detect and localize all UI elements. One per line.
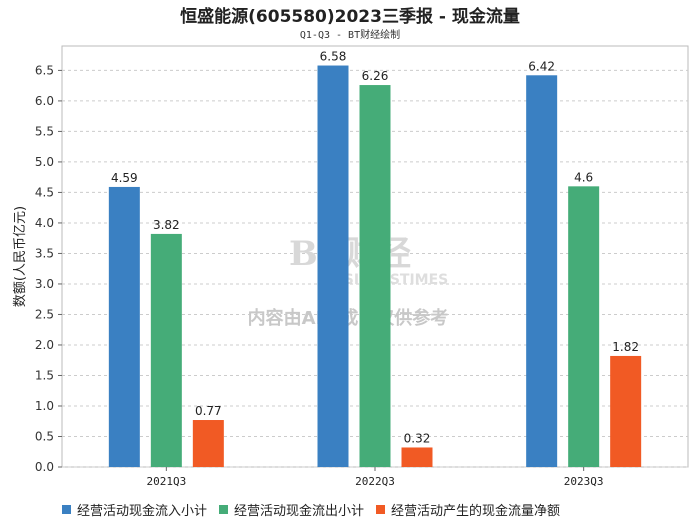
y-tick-label: 5.5 — [35, 124, 54, 138]
y-tick-label: 3.0 — [35, 277, 54, 291]
watermark-brand: BT财经 — [289, 234, 411, 274]
y-tick-label: 2.5 — [35, 307, 54, 321]
chart-subtitle: Q1-Q3 - BT财经绘制 — [299, 30, 401, 41]
bar — [317, 65, 349, 468]
y-tick-label: 2.0 — [35, 338, 54, 352]
bar — [526, 75, 558, 467]
y-tick-label: 6.0 — [35, 94, 54, 108]
legend-item-outflow: 经营活动现金流出小计 — [219, 500, 364, 519]
bar — [150, 233, 182, 467]
legend-label-outflow: 经营活动现金流出小计 — [234, 504, 365, 519]
bar-value-label: 6.26 — [362, 69, 389, 83]
bar — [401, 447, 433, 467]
x-tick-label: 2022Q3 — [355, 475, 395, 488]
bar — [568, 186, 600, 468]
bar — [610, 355, 642, 467]
y-tick-label: 1.0 — [35, 399, 54, 413]
y-tick-label: 6.5 — [35, 63, 54, 77]
y-tick-label: 0.0 — [35, 460, 54, 474]
bar-value-label: 6.58 — [320, 50, 347, 64]
bar-value-label: 4.6 — [574, 170, 593, 184]
legend-item-inflow: 经营活动现金流入小计 — [62, 500, 207, 519]
chart-legend: 经营活动现金流入小计 经营活动现金流出小计 经营活动产生的现金流量净额 — [62, 500, 560, 519]
bar-value-label: 6.42 — [528, 59, 555, 73]
chart-title: 恒盛能源(605580)2023三季报 - 现金流量 — [180, 7, 520, 27]
y-tick-label: 4.0 — [35, 216, 54, 230]
legend-label-net: 经营活动产生的现金流量净额 — [391, 504, 561, 519]
y-tick-label: 5.0 — [35, 155, 54, 169]
bar-value-label: 3.82 — [153, 218, 180, 232]
x-tick-label: 2023Q3 — [564, 475, 604, 488]
y-tick-label: 3.5 — [35, 246, 54, 260]
legend-swatch-outflow — [219, 505, 229, 514]
y-tick-label: 4.5 — [35, 185, 54, 199]
x-tick-label: 2021Q3 — [146, 475, 186, 488]
legend-swatch-net — [376, 505, 386, 514]
bar — [359, 85, 391, 467]
y-tick-label: 1.5 — [35, 368, 54, 382]
legend-swatch-inflow — [62, 505, 71, 514]
bar-value-label: 0.77 — [195, 404, 222, 418]
bar — [192, 420, 224, 467]
legend-label-inflow: 经营活动现金流入小计 — [77, 504, 208, 519]
bar-value-label: 0.32 — [404, 431, 431, 445]
y-tick-label: 0.5 — [35, 429, 54, 443]
bar — [108, 186, 140, 467]
bar-value-label: 1.82 — [612, 340, 639, 354]
bar-value-label: 4.59 — [111, 171, 138, 185]
legend-item-net: 经营活动产生的现金流量净额 — [376, 500, 560, 519]
y-axis-label: 数额(人民币亿元) — [13, 206, 28, 307]
